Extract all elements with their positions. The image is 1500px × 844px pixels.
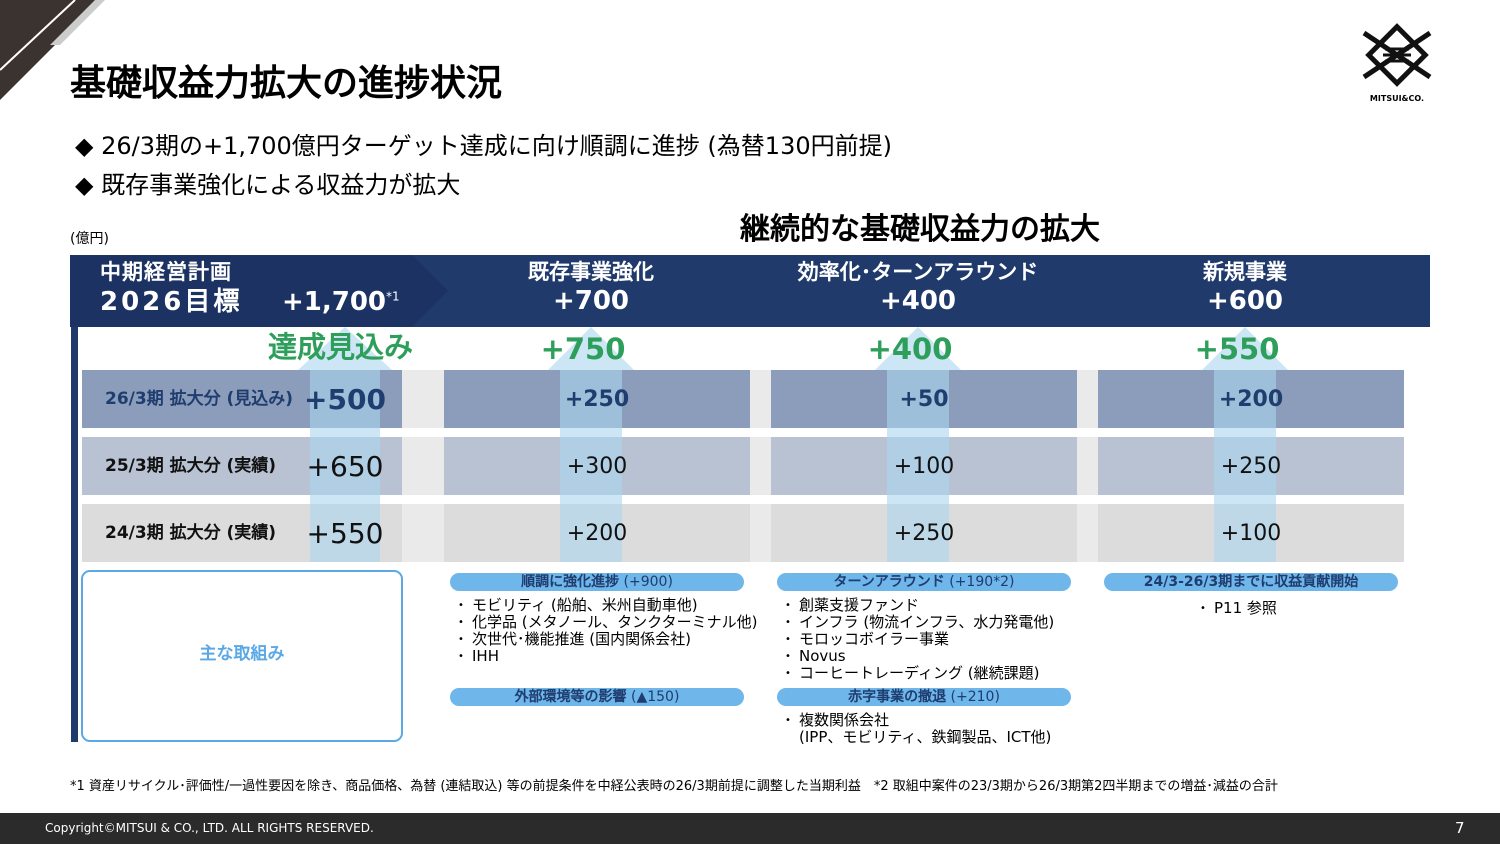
row-value: +100 (1220, 521, 1282, 546)
row-value: +250 (1220, 454, 1282, 479)
plan-target: +1,700*1 (282, 289, 400, 315)
bullet-dot: • (785, 600, 791, 611)
row-label: 26/3期 拡大分 (見込み) (105, 389, 294, 409)
title: 基礎収益力拡大の進捗状況 (70, 63, 503, 104)
column-target: +600 (1206, 286, 1284, 316)
growth-arrow (875, 327, 961, 562)
logo-text: MITSUI&CO. (1369, 94, 1425, 103)
heading-amount: (+190*2) (949, 574, 1015, 590)
row-value: +250 (893, 521, 955, 546)
row-total: +500 (304, 383, 386, 416)
bullet-dot: • (785, 668, 791, 679)
initiative-item: 化学品 (メタノール、タンクターミナル他) • (458, 613, 758, 631)
initiative-item: Novus • (785, 647, 846, 665)
plan-label: 中期経営計画 (100, 260, 232, 284)
initiative-heading: ターンアラウンド (+190*2) (777, 573, 1071, 591)
row-value: +200 (566, 521, 628, 546)
plan-label: 2026目標 (100, 287, 243, 317)
bullet: ◆ 26/3期の+1,700億円ターゲット達成に向け順調に進捗 (為替130円前… (75, 132, 892, 160)
bullet-dot: • (458, 617, 464, 628)
initiative-heading: 赤字事業の撤退 (+210) (777, 688, 1071, 706)
heading-text: ターンアラウンド (833, 574, 945, 590)
footnote: *1 資産リサイクル･評価性/一過性要因を除き、商品価格、為替 (連結取込) 等… (70, 779, 1278, 794)
column-name: 新規事業 (1203, 260, 1287, 284)
heading-text: 赤字事業の撤退 (848, 689, 947, 705)
bullet-text: 26/3期の+1,700億円ターゲット達成に向け順調に進捗 (為替130円前提) (101, 132, 892, 160)
bullet-dot: • (785, 651, 791, 662)
initiative-note: (IPP、モビリティ、鉄鋼製品、ICT他) (799, 728, 1052, 746)
column-target: +700 (552, 286, 630, 316)
row-label: 25/3期 拡大分 (実績) (105, 456, 277, 476)
unit: (億円) (70, 231, 109, 247)
initiative-item: P11 参照 • (1200, 599, 1277, 617)
initiative-heading: 外部環境等の影響 (▲150) (450, 688, 744, 706)
heading-amount: (▲150) (631, 689, 680, 705)
growth-arrow (298, 327, 392, 562)
initiative-heading: 順調に強化進捗 (+900) (450, 573, 744, 591)
initiative-heading: 24/3-26/3期までに収益貢献開始 (1104, 573, 1398, 591)
column-outlook: +400 (867, 332, 953, 366)
row-value: +100 (893, 454, 955, 479)
footer-bar (0, 813, 1500, 844)
row-total: +550 (306, 517, 384, 550)
column-name: 既存事業強化 (528, 260, 654, 284)
bullet-dot: • (458, 651, 464, 662)
plan-arrow (70, 255, 448, 327)
row-total: +650 (306, 450, 384, 483)
corner-line (50, 0, 105, 45)
heading-text: 順調に強化進捗 (521, 574, 620, 590)
initiatives-label: 主な取組み (199, 644, 285, 664)
corner-line (0, 0, 76, 71)
initiative-item: モロッコボイラー事業 • (785, 630, 950, 648)
heading-text: 外部環境等の影響 (514, 689, 627, 705)
initiatives-box (81, 570, 403, 742)
initiative-item: コーヒートレーディング (継続課題) • (785, 664, 1040, 682)
column-outlook: +550 (1194, 332, 1280, 366)
initiative-item: 次世代･機能推進 (国内関係会社) • (458, 630, 691, 648)
page-number: 7 (1455, 819, 1465, 837)
initiative-item: 創薬支援ファンド • (785, 596, 920, 614)
heading-text: 24/3-26/3期までに収益貢献開始 (1143, 574, 1359, 590)
section-title: 継続的な基礎収益力の拡大 (740, 212, 1100, 247)
plan-target-value: +1,700 (282, 287, 387, 317)
growth-arrow (1202, 327, 1288, 562)
initiative-item: インフラ (物流インフラ、水力発電他) • (785, 613, 1055, 631)
initiative-item: 複数関係会社 • (785, 711, 890, 729)
heading-amount: (+210) (950, 689, 1000, 705)
bullet-text: 既存事業強化による収益力が拡大 (101, 171, 461, 199)
column-name: 効率化･ターンアラウンド (797, 260, 1039, 284)
outlook-label: 達成見込み (268, 330, 414, 364)
row-value: +50 (899, 387, 949, 412)
row-value: +200 (1218, 387, 1284, 412)
row-value: +300 (566, 454, 628, 479)
logo-mark (1362, 23, 1432, 87)
column-target: +400 (879, 286, 957, 316)
plan-target-note: *1 (386, 289, 400, 304)
bullet-dot: • (785, 715, 791, 726)
row-value: +250 (564, 387, 630, 412)
left-border (71, 327, 78, 742)
bullet-dot: • (1200, 603, 1206, 614)
row-label: 24/3期 拡大分 (実績) (105, 523, 277, 543)
bullet-dot: • (458, 600, 464, 611)
bullet-dot: • (458, 634, 464, 645)
initiative-item: IHH • (458, 647, 499, 665)
column-outlook: +750 (540, 332, 626, 366)
copyright: Copyright©MITSUI & CO., LTD. ALL RIGHTS … (45, 821, 374, 835)
initiative-item: モビリティ (船舶、米州自動車他) • (458, 596, 698, 614)
bullet-dot: • (785, 634, 791, 645)
bullet-dot: • (785, 617, 791, 628)
growth-arrow (548, 327, 634, 562)
bullet: ◆ 既存事業強化による収益力が拡大 (75, 171, 461, 199)
heading-amount: (+900) (623, 574, 673, 590)
